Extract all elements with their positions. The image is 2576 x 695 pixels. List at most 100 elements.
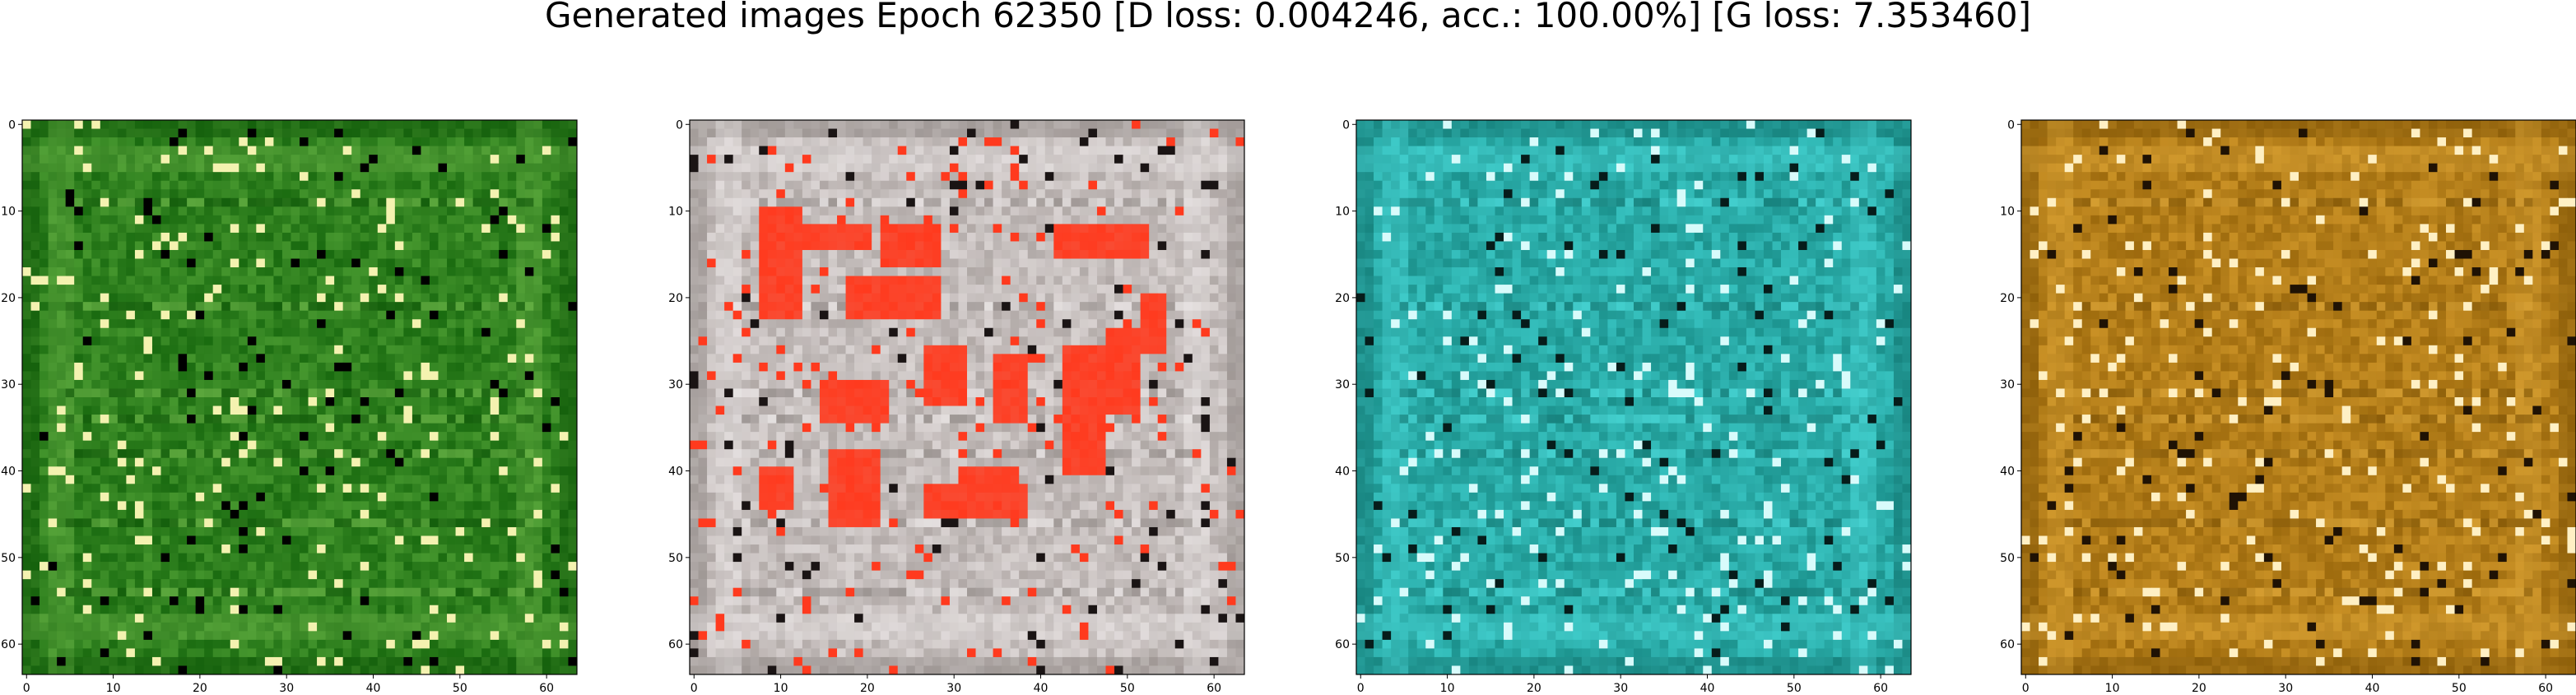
- image-pixel: [30, 362, 40, 372]
- image-pixel: [239, 614, 249, 623]
- image-pixel: [793, 215, 803, 225]
- image-pixel: [291, 267, 300, 276]
- image-pixel: [109, 354, 119, 364]
- image-pixel: [455, 579, 465, 589]
- image-pixel: [30, 293, 40, 303]
- image-pixel: [160, 310, 170, 320]
- image-pixel: [221, 285, 231, 294]
- image-pixel: [212, 258, 222, 268]
- image-pixel: [291, 310, 300, 320]
- image-pixel: [40, 570, 49, 580]
- image-pixel: [1123, 128, 1132, 138]
- image-pixel: [74, 146, 84, 155]
- image-pixel: [551, 397, 560, 406]
- image-pixel: [507, 587, 517, 597]
- image-pixel: [403, 267, 413, 276]
- image-pixel: [377, 432, 387, 442]
- image-pixel: [542, 276, 551, 285]
- image-pixel: [317, 362, 326, 372]
- image-pixel: [360, 258, 370, 268]
- image-pixel: [264, 336, 274, 346]
- image-pixel: [22, 449, 31, 459]
- image-pixel: [499, 544, 509, 554]
- image-pixel: [1140, 215, 1150, 225]
- image-pixel: [160, 155, 170, 164]
- image-pixel: [126, 570, 136, 580]
- image-pixel: [499, 596, 509, 606]
- image-pixel: [1226, 197, 1236, 207]
- image-pixel: [1209, 137, 1219, 146]
- image-pixel: [300, 189, 309, 199]
- image-pixel: [170, 327, 179, 337]
- image-pixel: [568, 466, 578, 476]
- image-pixel: [524, 163, 534, 173]
- image-pixel: [143, 172, 153, 182]
- image-pixel: [342, 475, 352, 484]
- image-pixel: [30, 509, 40, 519]
- image-pixel: [212, 241, 222, 251]
- image-pixel: [74, 336, 84, 346]
- image-pixel: [74, 665, 84, 675]
- image-pixel: [134, 562, 144, 572]
- image-pixel: [91, 501, 101, 511]
- image-pixel: [403, 293, 413, 303]
- image-pixel: [212, 319, 222, 329]
- image-pixel: [351, 388, 361, 398]
- image-pixel: [447, 501, 456, 511]
- image-pixel: [264, 605, 274, 614]
- image-pixel: [360, 163, 370, 173]
- image-pixel: [256, 614, 266, 623]
- image-pixel: [65, 509, 75, 519]
- image-pixel: [551, 526, 560, 536]
- image-pixel: [421, 562, 430, 572]
- image-pixel: [40, 475, 49, 484]
- image-pixel: [230, 587, 239, 597]
- image-pixel: [1166, 137, 1176, 146]
- image-pixel: [819, 206, 829, 216]
- image-pixel: [195, 371, 205, 381]
- image-pixel: [793, 155, 803, 164]
- image-pixel: [516, 197, 526, 207]
- image-pixel: [100, 362, 109, 372]
- image-pixel: [906, 206, 916, 216]
- image-pixel: [178, 249, 188, 259]
- image-pixel: [472, 449, 482, 459]
- image-pixel: [281, 509, 291, 519]
- image-pixel: [48, 596, 58, 606]
- image-pixel: [334, 665, 344, 675]
- image-pixel: [811, 163, 821, 173]
- image-pixel: [472, 475, 482, 484]
- image-pixel: [490, 579, 500, 589]
- image-pixel: [334, 379, 344, 389]
- image-pixel: [178, 475, 188, 484]
- image-pixel: [212, 285, 222, 294]
- image-pixel: [334, 327, 344, 337]
- image-pixel: [551, 345, 560, 354]
- image-pixel: [281, 596, 291, 606]
- image-pixel: [533, 631, 543, 641]
- image-pixel: [455, 180, 465, 190]
- image-pixel: [742, 163, 751, 173]
- image-pixel: [351, 285, 361, 294]
- image-pixel: [837, 180, 846, 190]
- image-pixel: [22, 622, 31, 632]
- image-pixel: [264, 484, 274, 493]
- image-pixel: [568, 310, 578, 320]
- image-pixel: [568, 345, 578, 354]
- image-pixel: [273, 128, 283, 138]
- image-pixel: [247, 137, 257, 146]
- image-pixel: [126, 466, 136, 476]
- image-pixel: [195, 276, 205, 285]
- image-pixel: [247, 180, 257, 190]
- image-pixel: [819, 189, 829, 199]
- image-pixel: [325, 172, 335, 182]
- image-pixel: [1140, 146, 1150, 155]
- image-pixel: [481, 466, 491, 476]
- image-pixel: [698, 180, 708, 190]
- image-pixel: [65, 172, 75, 182]
- image-pixel: [48, 163, 58, 173]
- image-pixel: [377, 267, 387, 276]
- image-pixel: [447, 180, 456, 190]
- image-pixel: [325, 293, 335, 303]
- image-pixel: [100, 622, 109, 632]
